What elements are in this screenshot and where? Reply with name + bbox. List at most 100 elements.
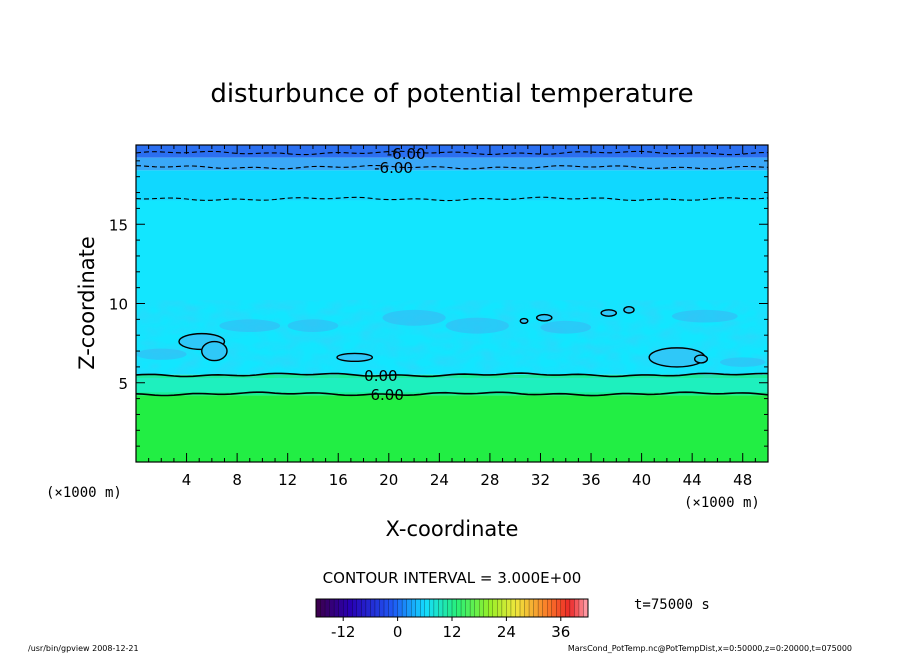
x-tick-label: 28 (480, 471, 499, 489)
colorbar-cell (506, 599, 512, 617)
colorbar-cell (578, 599, 584, 617)
colorbar-cell (320, 599, 326, 617)
y-tick-label: 5 (118, 375, 128, 393)
x-tick-label: 40 (632, 471, 651, 489)
colorbar-cell (497, 599, 503, 617)
colorbar-cell (415, 599, 421, 617)
colorbar-cell (479, 599, 485, 617)
colorbar-cell (533, 599, 539, 617)
colorbar-cell (524, 599, 530, 617)
contour-line (136, 150, 768, 156)
contour-line (136, 196, 768, 202)
y-tick-label: 10 (109, 296, 128, 314)
colorbar-cell (384, 599, 389, 617)
colorbar-cell (329, 599, 335, 617)
colorbar-cell (356, 599, 362, 617)
colorbar-cell (374, 599, 380, 617)
x-tick-label: 4 (182, 471, 192, 489)
colorbar-cell (379, 599, 385, 617)
colorbar-cell (316, 599, 321, 617)
colorbar-ticks: -12 0 12 24 36 (331, 617, 570, 641)
colorbar-cell (429, 599, 435, 617)
colorbar-tick-label: 24 (497, 623, 516, 641)
contour-label: -6.00 (387, 145, 426, 163)
contour-blob (519, 317, 529, 325)
colorbar-cell (569, 599, 575, 617)
colorbar-cell (402, 599, 407, 617)
y-axis-label: Z-coordinate (75, 236, 99, 370)
colorbar-cell (560, 599, 566, 617)
y-tick-label: 15 (109, 216, 128, 234)
colorbar-cell (583, 599, 589, 617)
field-patch (136, 348, 187, 360)
x-tick-label: 8 (232, 471, 242, 489)
colorbar-cell (365, 599, 371, 617)
colorbar-cell (529, 599, 534, 617)
x-tick-label: 32 (531, 471, 550, 489)
contour-line (136, 164, 768, 170)
colorbar-cell (406, 599, 412, 617)
field-patch (382, 309, 446, 326)
layer-5 (136, 395, 768, 462)
x-unit-left: (×1000 m) (46, 485, 122, 501)
colorbar-cell (538, 599, 543, 617)
x-axis-label: X-coordinate (386, 517, 519, 541)
colorbar-cell (551, 599, 557, 617)
colorbar-cell (483, 599, 489, 617)
contour-blob (336, 352, 374, 363)
colorbar-cell (447, 599, 453, 617)
chart-title: disturbunce of potential temperature (210, 79, 693, 109)
field-patch (719, 357, 766, 367)
colorbar-cell (461, 599, 466, 617)
field-patch (219, 319, 281, 333)
colorbar-cell (465, 599, 471, 617)
layer-0 (136, 145, 768, 158)
x-tick-label: 24 (430, 471, 449, 489)
contour-label: 0.00 (364, 367, 397, 385)
colorbar-cell (325, 599, 330, 617)
contour-blob (535, 313, 553, 322)
colorbar-cell (438, 599, 444, 617)
x-axis-ticks: 4 8 12 16 20 24 28 32 36 40 44 48 (135, 145, 769, 489)
colorbar-tick-label: -12 (331, 623, 356, 641)
contour-blob (201, 340, 228, 362)
colorbar-tick-label: 0 (393, 623, 403, 641)
layer-1 (136, 157, 768, 171)
colorbar-cell (574, 599, 580, 617)
colorbar-cell (474, 599, 480, 617)
x-tick-label: 48 (733, 471, 752, 489)
contour-line (136, 391, 768, 397)
footer-right: MarsCond_PotTemp.nc@PotTempDist,x=0:5000… (568, 644, 852, 653)
contour-line (136, 372, 768, 378)
contour-blobs (136, 305, 766, 368)
colorbar-tick-label: 36 (551, 623, 570, 641)
colorbar-cell (411, 599, 417, 617)
contour-blob (600, 309, 618, 317)
contour-label: -6.00 (374, 159, 413, 177)
contour-lines (136, 150, 768, 397)
colorbar-cell (420, 599, 426, 617)
colorbar-tick-label: 12 (442, 623, 461, 641)
colorbar-cell (456, 599, 462, 617)
colorbar-cell (361, 599, 367, 617)
time-text: t=75000 s (634, 597, 710, 613)
colorbar-cell (442, 599, 448, 617)
colorbar-cell (452, 599, 457, 617)
colorbar-cell (388, 599, 394, 617)
layer-2 (136, 170, 768, 201)
x-unit-right: (×1000 m) (684, 495, 760, 511)
colorbar-cell (352, 599, 358, 617)
field-patch (445, 317, 509, 334)
contour-blob (693, 354, 709, 364)
colorbar-cell (520, 599, 525, 617)
layer-transition (136, 377, 768, 393)
colorbar-cell (338, 599, 344, 617)
x-tick-label: 16 (329, 471, 348, 489)
colorbar-cell (370, 599, 376, 617)
colorbar-cell (515, 599, 521, 617)
colorbar-cell (347, 599, 353, 617)
colorbar-cell (556, 599, 562, 617)
x-tick-label: 12 (278, 471, 297, 489)
contour-labels: -6.00-6.00 0.006.00 (364, 145, 426, 404)
colorbar-cell (501, 599, 507, 617)
